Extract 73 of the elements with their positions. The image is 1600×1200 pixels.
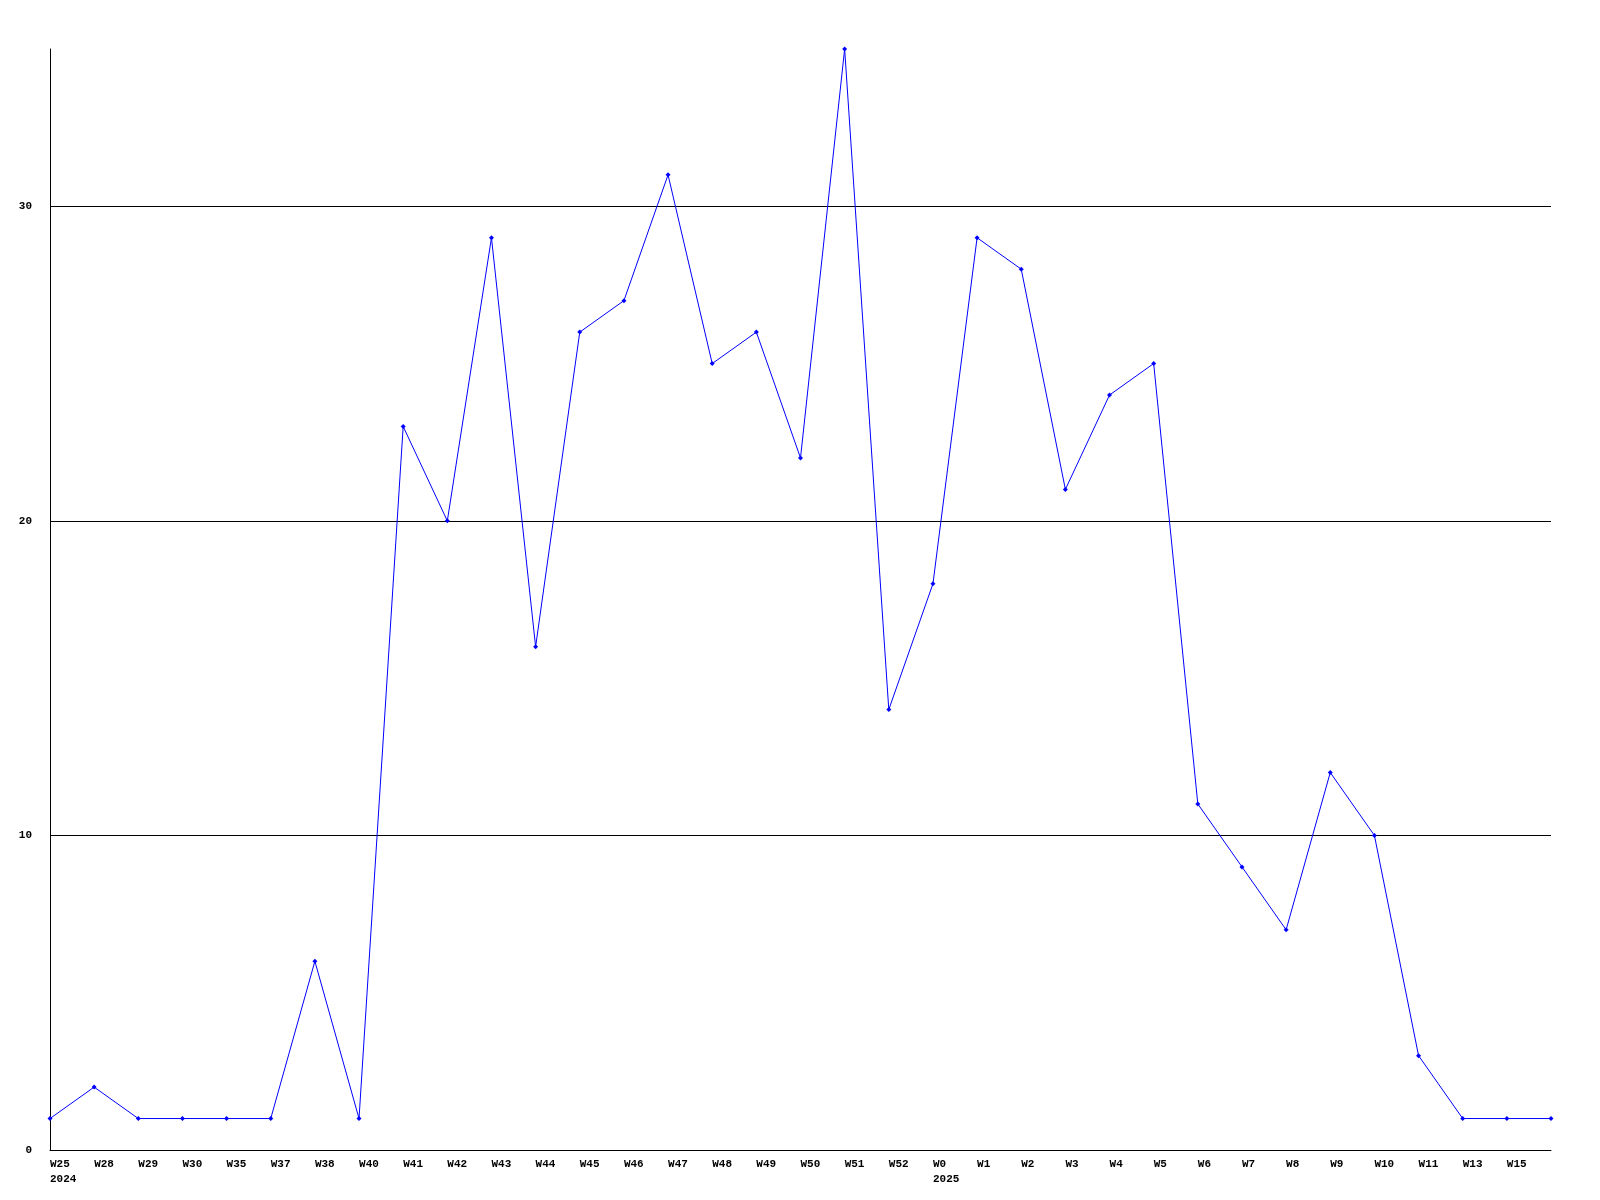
x-tick-label: W4 xyxy=(1109,1157,1124,1170)
point xyxy=(709,361,715,367)
x-tick-label: W45 xyxy=(579,1157,600,1170)
point xyxy=(533,644,539,650)
x-tick-label: W25 2024 xyxy=(50,1157,77,1185)
x-tick-label: W41 xyxy=(403,1157,424,1170)
x-tick-label: W42 xyxy=(447,1157,468,1170)
x-tick-label: W38 xyxy=(314,1157,336,1170)
y-tick-label: 30 xyxy=(18,200,32,213)
x-tick-label: W40 xyxy=(359,1157,379,1170)
point xyxy=(444,518,450,524)
point xyxy=(224,1116,230,1122)
y-tick-label: 0 xyxy=(25,1144,32,1156)
point xyxy=(798,455,803,461)
point xyxy=(1548,1116,1554,1122)
x-tick-label: W51 xyxy=(844,1157,865,1170)
point xyxy=(1283,927,1289,933)
x-tick-label: W43 xyxy=(491,1157,512,1170)
x-tick-label: W46 xyxy=(623,1157,644,1170)
point xyxy=(621,298,627,304)
point xyxy=(488,235,494,241)
point xyxy=(1460,1116,1466,1122)
x-tick-label: W11 xyxy=(1418,1157,1439,1170)
point xyxy=(930,581,936,587)
x-tick-label: W2 xyxy=(1021,1157,1035,1170)
point xyxy=(577,329,583,335)
point xyxy=(400,423,406,429)
point xyxy=(886,707,892,713)
y-tick-label: 10 xyxy=(18,829,32,842)
point xyxy=(1107,392,1113,398)
x-tick-label: W52 xyxy=(888,1157,909,1170)
point xyxy=(1151,361,1157,367)
x-tick-label: W3 xyxy=(1065,1157,1079,1170)
x-tick-label: W30 xyxy=(182,1157,203,1170)
x-tick-label: W48 xyxy=(712,1157,733,1170)
x-tick-label: W37 xyxy=(270,1157,291,1170)
point xyxy=(1371,832,1377,838)
y-tick-label: 20 xyxy=(18,514,32,527)
x-tick-label: W44 xyxy=(535,1157,556,1170)
x-tick-label: W10 xyxy=(1374,1157,1395,1170)
x-tick-label: W9 xyxy=(1330,1157,1344,1170)
x-tick-label: W49 xyxy=(756,1157,777,1170)
x-tick-label: W0 2025 xyxy=(932,1157,960,1185)
x-tick-label: W47 xyxy=(668,1157,688,1170)
point xyxy=(1416,1053,1422,1059)
x-tick-label: W6 xyxy=(1197,1157,1212,1170)
point xyxy=(753,329,759,335)
x-tick-label: W8 xyxy=(1286,1157,1300,1170)
point xyxy=(1018,266,1024,272)
point xyxy=(312,958,318,964)
point xyxy=(268,1116,274,1122)
point xyxy=(1239,864,1245,870)
x-tick-label: W29 xyxy=(138,1157,159,1170)
point xyxy=(47,1116,53,1122)
x-tick-label: W5 xyxy=(1153,1157,1168,1170)
x-tick-label: W35 xyxy=(226,1157,247,1170)
point xyxy=(135,1116,141,1122)
point xyxy=(974,235,980,241)
point xyxy=(356,1116,362,1122)
point xyxy=(1195,801,1201,807)
point xyxy=(665,172,671,178)
point xyxy=(1327,770,1333,776)
x-tick-label: W13 xyxy=(1462,1157,1483,1170)
x-tick-label: W7 xyxy=(1241,1157,1256,1170)
x-tick-label: W15 xyxy=(1506,1157,1528,1170)
x-tick-label: W1 xyxy=(977,1157,991,1170)
point xyxy=(842,46,848,52)
point xyxy=(1062,486,1068,492)
x-tick-label: W50 xyxy=(800,1157,821,1170)
point xyxy=(1504,1116,1510,1122)
x-tick-label: W28 xyxy=(94,1157,115,1170)
point xyxy=(91,1084,97,1090)
point xyxy=(179,1116,185,1122)
